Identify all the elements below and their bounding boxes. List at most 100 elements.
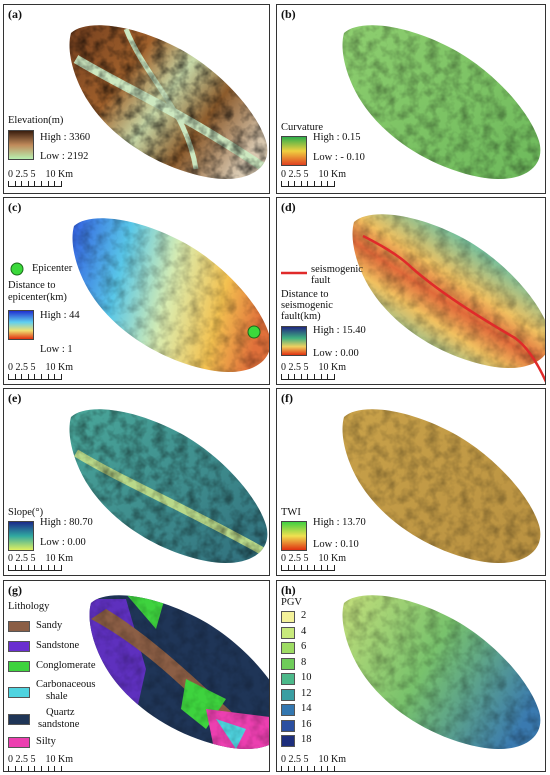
scale-tick (41, 374, 42, 379)
scale-tick (314, 766, 315, 771)
scale-tick (300, 181, 302, 186)
scale-ticks: 0 2.5 5 (281, 362, 309, 373)
scale-tick (60, 181, 62, 186)
scale-bar: 0 2.5 5 10 Km (281, 362, 346, 380)
pgv-swatch (281, 611, 295, 623)
scale-bar-line (281, 565, 335, 571)
legend-high: High : 0.15 (313, 132, 361, 143)
epicenter-color-ramp (8, 310, 34, 340)
twi-color-ramp (281, 521, 307, 551)
scale-tick (314, 181, 315, 186)
scale-bar-line (281, 374, 335, 380)
scale-tick (34, 374, 36, 379)
scale-tick (27, 374, 29, 379)
legend-high: High : 15.40 (313, 325, 366, 336)
scale-tick (294, 374, 296, 379)
scale-tick (54, 565, 56, 570)
lithology-map (89, 595, 269, 750)
fault-legend-line (281, 271, 307, 275)
scale-tick (281, 374, 282, 379)
legend-title: Elevation(m) (8, 115, 64, 126)
scale-tick (14, 181, 16, 186)
scale-tick (281, 766, 282, 771)
legend-title: PGV (281, 597, 303, 608)
scale-tick (60, 565, 62, 570)
scale-tick (333, 181, 335, 186)
fault-legend-label: seismogenic (311, 264, 363, 275)
scale-bar-line (8, 766, 62, 771)
legend-item-silty: Silty (36, 736, 56, 747)
scale-tick (14, 565, 16, 570)
scale-tick (27, 766, 29, 771)
scale-tick (320, 565, 322, 570)
scale-tick (27, 565, 29, 570)
panel-label: (e) (8, 391, 22, 405)
pgv-legend-label: 2 (301, 610, 307, 621)
scale-tick (333, 374, 335, 379)
pgv-legend-label: 8 (301, 656, 307, 668)
scale-tick (327, 565, 329, 570)
slope-map (69, 409, 268, 564)
scale-end: 10 Km (318, 754, 347, 765)
legend-title-line2: epicenter(km) (8, 292, 67, 303)
swatch-sandy (8, 621, 30, 632)
legend-item-quartz-sandstone: sandstone (38, 719, 80, 730)
legend-high: High : 3360 (40, 132, 91, 143)
legend-low: Low : 0.00 (40, 537, 86, 548)
legend-title-line3: fault(km) (281, 311, 321, 322)
slope-color-ramp (8, 521, 34, 551)
pgv-legend-label: 4 (301, 625, 307, 637)
legend-low: Low : 2192 (40, 151, 89, 162)
scale-tick (54, 766, 56, 771)
legend-title-line2: seismogenic (281, 300, 333, 311)
panel-d-fault: (d) seismogenic fault Distance to seismo… (276, 197, 546, 385)
scale-end: 10 Km (45, 754, 74, 765)
pgv-legend-label: 18 (301, 734, 312, 745)
scale-tick (287, 374, 289, 379)
scale-end: 10 Km (318, 169, 347, 180)
legend-item-conglomerate: Conglomerate (36, 660, 96, 671)
pgv-swatch (281, 704, 295, 716)
legend-title: Curvature (281, 122, 323, 133)
epicenter-distance-map (72, 218, 269, 373)
scale-tick (320, 766, 322, 771)
legend-title: Lithology (8, 601, 50, 612)
scale-tick (47, 181, 49, 186)
scale-tick (21, 766, 23, 771)
scale-bar-line (8, 181, 62, 187)
scale-ticks: 0 2.5 5 (8, 362, 36, 373)
pgv-legend-label: 16 (301, 718, 312, 730)
scale-tick (14, 766, 16, 771)
legend-high: High : 13.70 (313, 517, 366, 528)
scale-bar: 0 2.5 5 10 Km (8, 553, 73, 571)
pgv-map (342, 595, 541, 750)
scale-tick (41, 766, 42, 771)
fault-distance-map (352, 214, 545, 383)
scale-tick (294, 766, 296, 771)
panel-label: (h) (281, 583, 296, 597)
legend-item-sandstone: Sandstone (36, 640, 80, 651)
pgv-legend-label: 14 (301, 703, 312, 714)
elevation-map (69, 25, 268, 180)
scale-tick (34, 565, 36, 570)
scale-bar: 0 2.5 5 10 Km (281, 754, 347, 771)
scale-tick (8, 766, 9, 771)
scale-tick (21, 374, 23, 379)
scale-ticks: 0 2.5 5 (8, 169, 36, 180)
scale-bar: 0 2.5 5 10 Km (8, 169, 73, 187)
scale-bar-line (8, 565, 62, 571)
epicenter-legend-dot (10, 262, 24, 276)
legend-title: TWI (281, 507, 301, 518)
scale-tick (21, 181, 23, 186)
scale-tick (60, 766, 62, 771)
scale-ticks: 0 2.5 5 (281, 553, 309, 564)
seismogenic-fault-line (362, 234, 545, 383)
scale-tick (300, 766, 302, 771)
legend-title-line1: Distance to (8, 280, 56, 291)
scale-bar: 0 2.5 5 10 Km (281, 553, 346, 571)
panel-c-epicenter: (c) Epicenter Distance to epicenter(km) … (3, 197, 270, 385)
scale-bar: 0 2.5 5 10 Km (8, 754, 74, 771)
scale-tick (314, 374, 315, 379)
epicenter-marker (247, 325, 261, 339)
scale-bar: 0 2.5 5 10 Km (8, 362, 73, 380)
